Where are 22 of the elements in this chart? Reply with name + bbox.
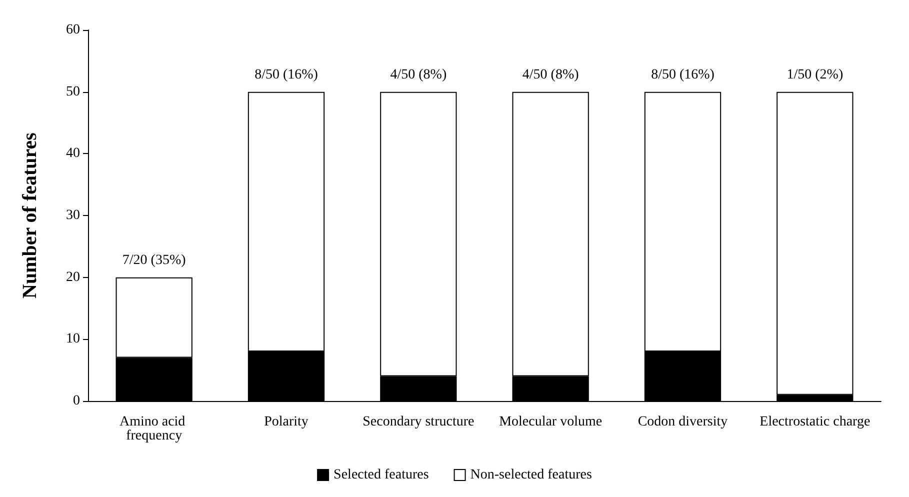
total-label: 8/50 (16%) [254, 67, 318, 82]
x-tick-label: Secondary structure [362, 414, 474, 430]
total-label: 7/20 (35%) [122, 252, 186, 268]
y-tick-label: 60 [66, 22, 80, 38]
y-tick-label: 40 [66, 146, 80, 162]
total-label: 4/50 (8%) [522, 67, 580, 82]
y-tick-label: 0 [73, 394, 80, 408]
x-tick-label: Codon diversity [638, 414, 728, 430]
x-tick-label: Molecular volume [499, 414, 602, 430]
y-tick-label: 50 [66, 84, 80, 100]
legend-label: Non-selected features [470, 468, 592, 482]
legend-label: Selected features [334, 468, 429, 482]
x-tick-label: Amino acid frequency [119, 414, 189, 444]
y-tick-label: 20 [66, 270, 80, 285]
y-tick-label: 10 [66, 332, 80, 347]
y-tick-label: 30 [66, 208, 80, 223]
total-label: 4/50 (8%) [390, 67, 447, 82]
x-tick-label: Polarity [264, 414, 308, 430]
x-tick-label: Electrostatic charge [760, 414, 870, 430]
total-label: 1/50 (2%) [786, 67, 844, 82]
total-label: 8/50 (16%) [651, 67, 715, 82]
y-axis-title: Number of features [19, 132, 41, 298]
